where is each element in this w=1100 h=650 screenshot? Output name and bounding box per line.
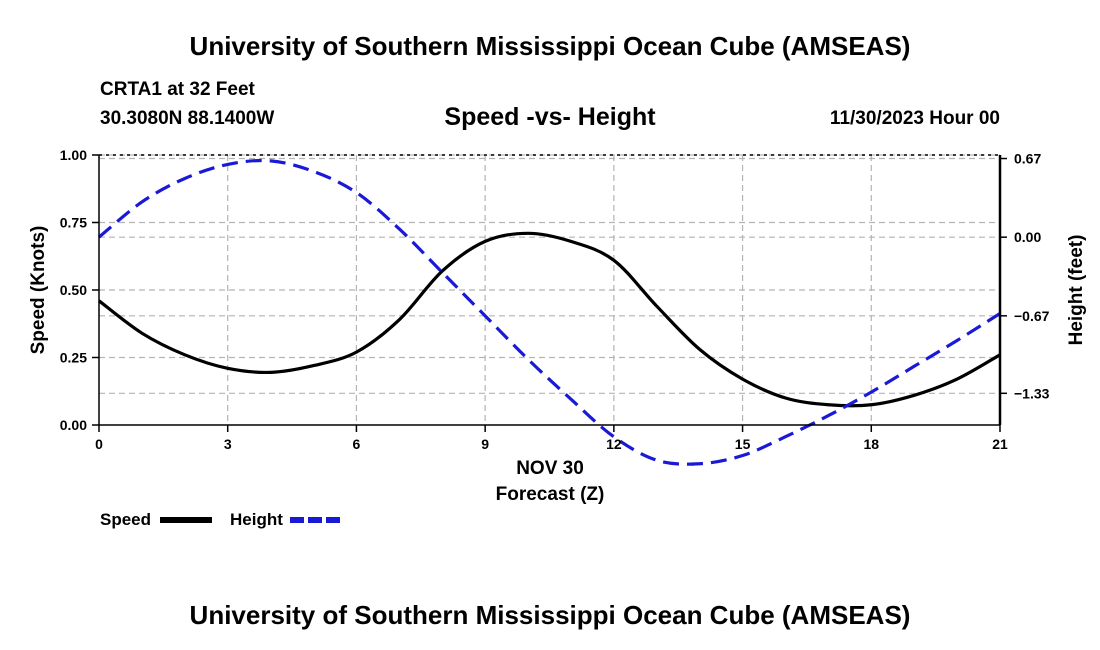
x-tick-label: 3 (224, 436, 232, 452)
x-tick-label: 21 (992, 436, 1008, 452)
x-tick-label: 9 (481, 436, 489, 452)
coordinates-label: 30.3080N 88.1400W (100, 108, 274, 129)
x-tick-label: 6 (353, 436, 361, 452)
legend-label-height: Height (230, 510, 283, 529)
series-lines (97, 158, 1001, 466)
y-tick-label: 0.75 (60, 215, 87, 231)
chart-title: Speed -vs- Height (444, 103, 656, 131)
legend: Speed Height (100, 510, 342, 529)
datetime-label: 11/30/2023 Hour 00 (830, 108, 1000, 129)
legend-label-speed: Speed (100, 510, 151, 529)
x-tick-label: 0 (95, 436, 103, 452)
axes: 0 3 6 9 12 15 18 21 0.00 0.25 0.50 0.75 1.00 0.67 0.00… (60, 147, 1050, 452)
x-axis-title: Forecast (Z) (496, 484, 605, 505)
y-tick-label: 0.50 (60, 282, 87, 298)
y2-axis-title: Height (feet) (1066, 235, 1087, 346)
footer-title: University of Southern Mississippi Ocean… (190, 600, 911, 630)
y2-tick-label: 0.67 (1014, 151, 1041, 167)
x-tick-label: 18 (863, 436, 879, 452)
y-tick-label: 0.00 (60, 417, 87, 433)
main-title: University of Southern Mississippi Ocean… (190, 31, 911, 61)
y2-tick-label: −1.33 (1014, 385, 1050, 401)
y-tick-label: 0.25 (60, 350, 87, 366)
y2-tick-label: 0.00 (1014, 229, 1041, 245)
grid-lines (99, 154, 1000, 425)
y2-tick-label: −0.67 (1014, 308, 1050, 324)
y-axis-title: Speed (Knots) (28, 226, 49, 355)
station-label: CRTA1 at 32 Feet (100, 79, 256, 100)
x-tick-label: 15 (735, 436, 751, 452)
y-tick-label: 1.00 (60, 147, 87, 163)
x-axis-date-label: NOV 30 (516, 458, 584, 479)
series-line-height (97, 158, 1001, 466)
x-tick-label: 12 (606, 436, 622, 452)
